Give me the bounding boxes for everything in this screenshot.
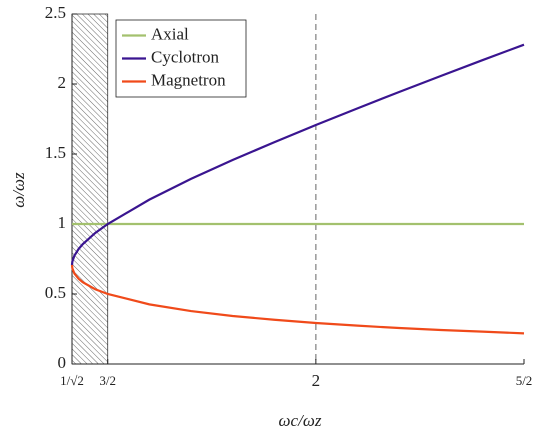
series-line (70, 43, 525, 266)
y-tick-label: 2.5 (45, 3, 66, 22)
y-tick-label: 0.5 (45, 283, 66, 302)
x-tick-label: 5/2 (516, 373, 533, 388)
x-axis-label: ωc/ωz (279, 411, 322, 430)
x-tick-label: 3/2 (99, 373, 116, 388)
legend-label: Magnetron (151, 70, 226, 89)
legend-label: Cyclotron (151, 47, 219, 66)
y-axis-label: ω/ωz (9, 172, 28, 208)
x-tick-label: 1/√2 (60, 373, 84, 388)
y-tick-label: 1 (58, 213, 67, 232)
legend-label: Axial (151, 24, 189, 43)
hatch-region (71, 13, 109, 365)
series-line (70, 264, 525, 335)
y-tick-label: 0 (58, 353, 67, 372)
x-tick-label: 2 (312, 371, 321, 390)
y-tick-label: 1.5 (45, 143, 66, 162)
y-tick-label: 2 (58, 73, 67, 92)
